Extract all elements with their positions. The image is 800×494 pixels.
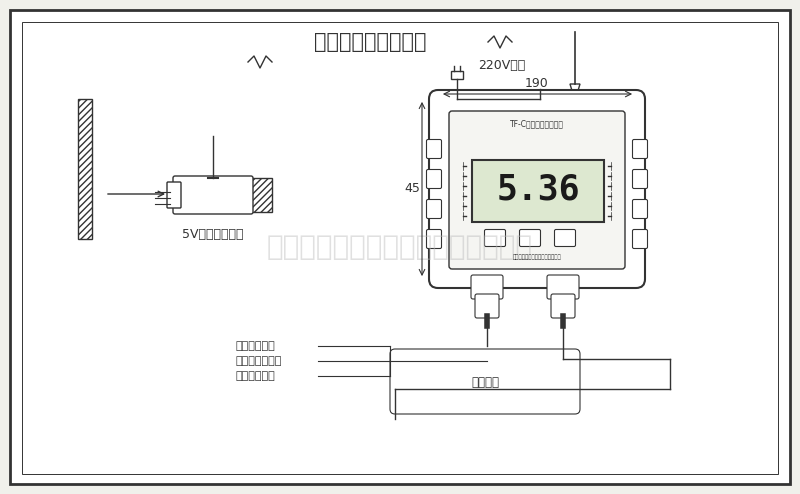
FancyBboxPatch shape — [390, 349, 580, 414]
Text: 220V交流: 220V交流 — [478, 59, 526, 73]
FancyBboxPatch shape — [426, 230, 442, 248]
Text: 灰色（常开）: 灰色（常开） — [235, 371, 274, 381]
FancyBboxPatch shape — [426, 139, 442, 159]
Bar — [78, 99, 92, 239]
Bar — [472, 160, 604, 222]
Text: 45: 45 — [404, 182, 420, 196]
FancyBboxPatch shape — [519, 230, 541, 247]
Text: 蓝色（常闭）: 蓝色（常闭） — [235, 341, 274, 351]
FancyBboxPatch shape — [471, 275, 503, 299]
Bar — [248, 178, 272, 212]
FancyBboxPatch shape — [633, 169, 647, 189]
Bar — [451, 71, 463, 79]
Text: 石家庄亚鹏防风测速仪表有限公司: 石家庄亚鹏防风测速仪表有限公司 — [513, 254, 562, 260]
Text: 雷达测距报警控制器: 雷达测距报警控制器 — [314, 32, 426, 52]
Text: 5.36: 5.36 — [496, 173, 580, 207]
Text: 石家庄市亚鹏防风测速设备有限公司: 石家庄市亚鹏防风测速设备有限公司 — [267, 233, 533, 261]
FancyBboxPatch shape — [551, 294, 575, 318]
FancyBboxPatch shape — [633, 230, 647, 248]
Text: TF-C起重机防撞控制器: TF-C起重机防撞控制器 — [510, 120, 564, 128]
FancyBboxPatch shape — [485, 230, 506, 247]
Text: 5V或太阳能供电: 5V或太阳能供电 — [182, 228, 244, 241]
FancyBboxPatch shape — [173, 176, 253, 214]
FancyBboxPatch shape — [426, 200, 442, 218]
FancyBboxPatch shape — [449, 111, 625, 269]
FancyBboxPatch shape — [475, 294, 499, 318]
FancyBboxPatch shape — [633, 139, 647, 159]
FancyBboxPatch shape — [633, 200, 647, 218]
Text: 控制连锁: 控制连锁 — [471, 375, 499, 388]
Text: 190: 190 — [525, 78, 549, 90]
Polygon shape — [570, 84, 580, 94]
FancyBboxPatch shape — [429, 90, 645, 288]
FancyBboxPatch shape — [554, 230, 575, 247]
FancyBboxPatch shape — [167, 182, 181, 208]
Text: 黑色（公共端）: 黑色（公共端） — [235, 356, 282, 366]
FancyBboxPatch shape — [426, 169, 442, 189]
FancyBboxPatch shape — [547, 275, 579, 299]
